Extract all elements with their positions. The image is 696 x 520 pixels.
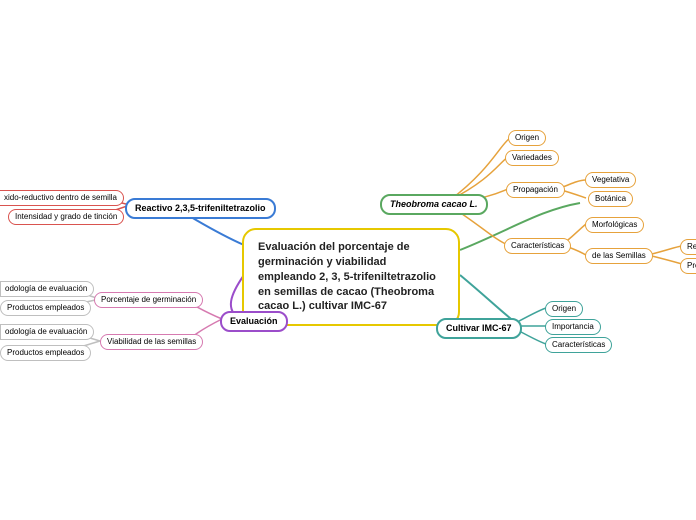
- node-viab-sem[interactable]: Viabilidad de las semillas: [100, 334, 203, 350]
- node-porc-germ[interactable]: Porcentaje de germinación: [94, 292, 203, 308]
- node-prod1[interactable]: Productos empleados: [0, 300, 91, 316]
- branch-evaluacion[interactable]: Evaluación: [220, 311, 288, 332]
- branch-reactivo[interactable]: Reactivo 2,3,5-trifeniltetrazolio: [125, 198, 276, 219]
- node-variedades[interactable]: Variedades: [505, 150, 559, 166]
- node-propagacion[interactable]: Propagación: [506, 182, 565, 198]
- node-imc-caract[interactable]: Características: [545, 337, 612, 353]
- node-metod2[interactable]: odología de evaluación: [0, 324, 94, 340]
- node-pro[interactable]: Pro: [680, 258, 696, 274]
- node-ox-red[interactable]: xido-reductivo dentro de semilla: [0, 190, 124, 206]
- node-intensidad[interactable]: Intensidad y grado de tinción: [8, 209, 124, 225]
- branch-cultivar[interactable]: Cultivar IMC-67: [436, 318, 522, 339]
- node-prod2[interactable]: Productos empleados: [0, 345, 91, 361]
- node-metod1[interactable]: odología de evaluación: [0, 281, 94, 297]
- node-imc-origen[interactable]: Origen: [545, 301, 583, 317]
- node-caracteristicas[interactable]: Características: [504, 238, 571, 254]
- node-vegetativa[interactable]: Vegetativa: [585, 172, 636, 188]
- node-rec[interactable]: Rec: [680, 239, 696, 255]
- node-botanica[interactable]: Botánica: [588, 191, 633, 207]
- node-morfologicas[interactable]: Morfológicas: [585, 217, 644, 233]
- node-origen[interactable]: Origen: [508, 130, 546, 146]
- branch-theobroma[interactable]: Theobroma cacao L.: [380, 194, 488, 215]
- node-imc-importancia[interactable]: Importancia: [545, 319, 601, 335]
- node-delassemillas[interactable]: de las Semillas: [585, 248, 653, 264]
